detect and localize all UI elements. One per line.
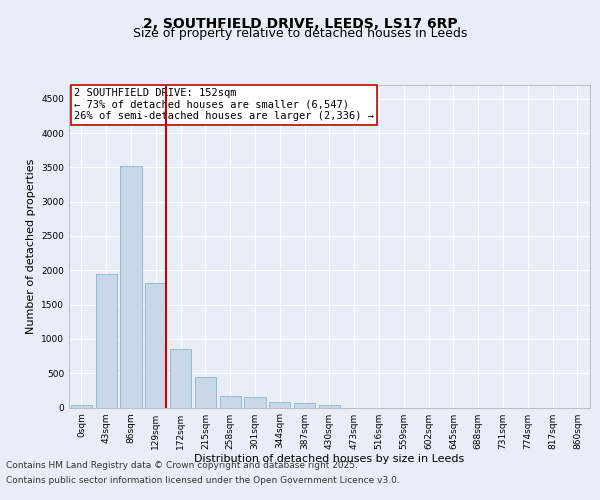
Bar bbox=[145, 284, 166, 408]
X-axis label: Distribution of detached houses by size in Leeds: Distribution of detached houses by size … bbox=[194, 454, 464, 464]
Text: Contains HM Land Registry data © Crown copyright and database right 2025.: Contains HM Land Registry data © Crown c… bbox=[6, 461, 358, 470]
Text: 2, SOUTHFIELD DRIVE, LEEDS, LS17 6RP: 2, SOUTHFIELD DRIVE, LEEDS, LS17 6RP bbox=[143, 18, 457, 32]
Bar bbox=[170, 349, 191, 408]
Bar bbox=[71, 406, 92, 407]
Text: Contains public sector information licensed under the Open Government Licence v3: Contains public sector information licen… bbox=[6, 476, 400, 485]
Bar bbox=[195, 378, 216, 408]
Bar bbox=[294, 403, 315, 407]
Text: Size of property relative to detached houses in Leeds: Size of property relative to detached ho… bbox=[133, 28, 467, 40]
Bar bbox=[319, 405, 340, 407]
Text: 2 SOUTHFIELD DRIVE: 152sqm
← 73% of detached houses are smaller (6,547)
26% of s: 2 SOUTHFIELD DRIVE: 152sqm ← 73% of deta… bbox=[74, 88, 374, 122]
Bar bbox=[244, 397, 266, 407]
Y-axis label: Number of detached properties: Number of detached properties bbox=[26, 158, 35, 334]
Bar bbox=[95, 274, 117, 407]
Bar bbox=[269, 402, 290, 407]
Bar bbox=[121, 166, 142, 408]
Bar bbox=[220, 396, 241, 407]
